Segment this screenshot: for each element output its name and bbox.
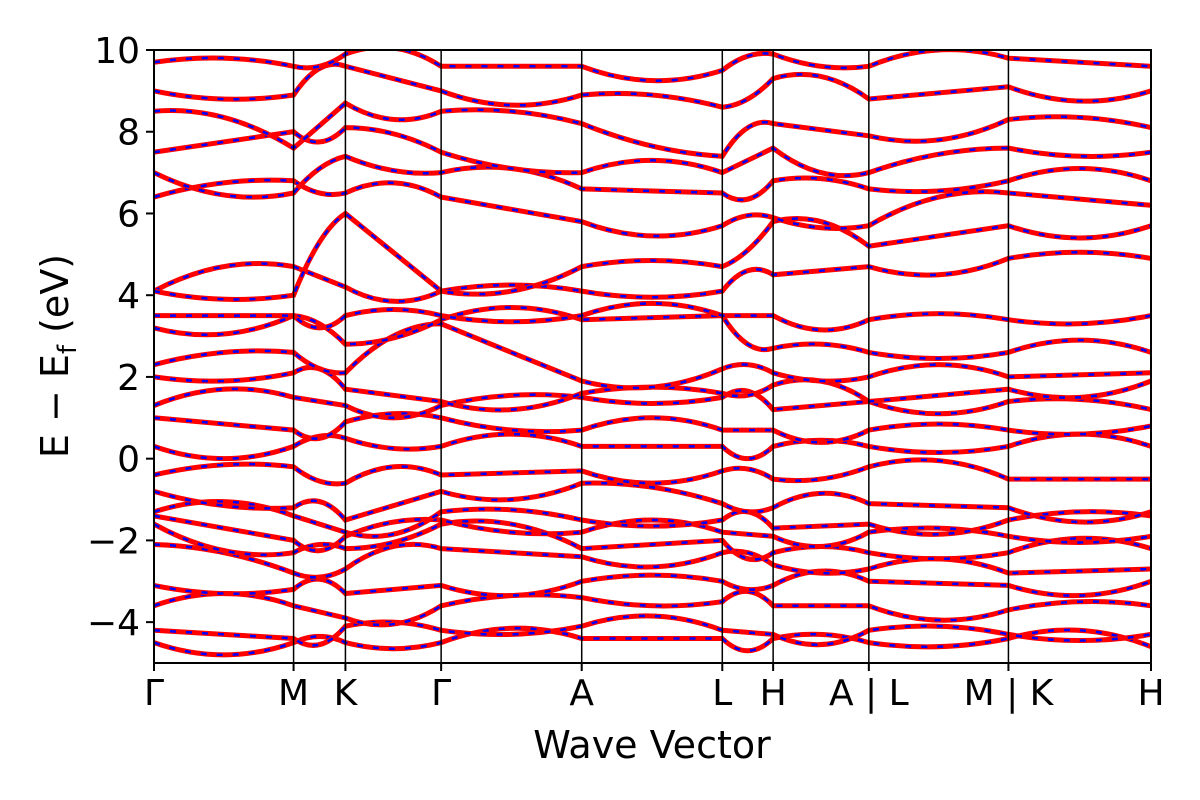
band-line-red (154, 305, 1151, 362)
y-tick-label: 10 (94, 31, 140, 72)
band-line-blue (154, 412, 1151, 444)
band-line-blue (154, 519, 1151, 561)
y-axis-title: E − Ef (eV) (33, 254, 83, 458)
band-line-red (154, 249, 1151, 304)
plot-frame (153, 49, 1152, 664)
band-line-blue (154, 211, 1151, 301)
x-axis-title: Wave Vector (533, 723, 771, 767)
band-line-blue (154, 101, 1151, 158)
band-line-blue (154, 614, 1151, 647)
y-axis-title-unit: (eV) (33, 254, 77, 345)
band-line-blue (154, 514, 1151, 552)
x-tick-label: A | L (829, 673, 909, 714)
high-symmetry-lines (292, 50, 1010, 663)
band-line-blue (154, 154, 1151, 202)
y-tick-label: 6 (117, 194, 140, 235)
x-tick-label: A (569, 673, 594, 714)
band-line-red (154, 457, 1151, 487)
y-tick-label: 8 (117, 113, 140, 154)
y-axis-title-main: E − E (33, 354, 77, 458)
x-tick-label: Γ (144, 673, 164, 714)
band-line-blue (154, 500, 1151, 538)
x-tick-label: L (712, 673, 732, 714)
band-line-blue (154, 387, 1151, 419)
band-line-blue (154, 432, 1151, 460)
band-line-blue (154, 590, 1151, 627)
y-tick-label: 0 (117, 440, 140, 481)
band-line-blue (154, 302, 1151, 332)
y-tick-label: 2 (117, 358, 140, 399)
y-axis-ticks: −4 −2 0 2 4 6 8 10 (87, 31, 154, 644)
band-line-red (154, 321, 1151, 391)
band-line-blue (154, 626, 1151, 657)
x-tick-label: H (1137, 673, 1164, 714)
x-tick-label: M | K (964, 673, 1055, 714)
band-line-blue (154, 126, 1151, 177)
band-line-red (154, 50, 1151, 84)
band-lines (154, 50, 1151, 658)
y-tick-label: 4 (117, 276, 140, 317)
y-tick-label: −2 (87, 521, 140, 562)
x-tick-label: K (334, 673, 359, 714)
y-tick-label: −4 (87, 603, 140, 644)
band-line-blue (154, 366, 1151, 412)
x-tick-label: Γ (431, 673, 451, 714)
band-line-blue (154, 481, 1151, 524)
y-axis-title-subscript: f (53, 344, 83, 354)
x-tick-label: M (278, 673, 309, 714)
band-line-red (154, 177, 1151, 239)
x-tick-label: H (760, 673, 787, 714)
